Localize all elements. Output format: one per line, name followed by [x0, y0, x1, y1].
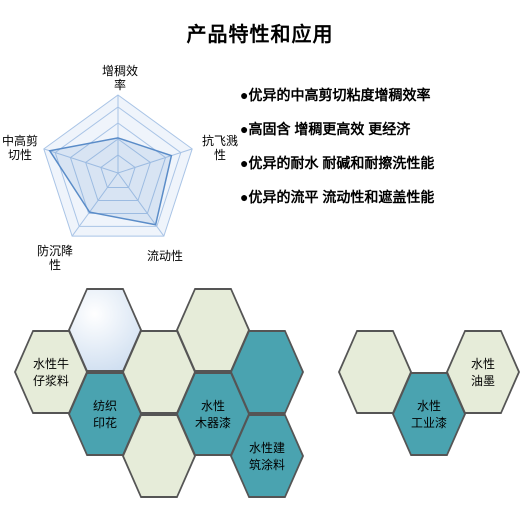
feature-bullets: ●优异的中高剪切粘度增稠效率 ●高固含 增稠更高效 更经济 ●优异的耐水 耐碱和耐擦…	[240, 65, 520, 285]
radar-axis-label: 防沉降性	[30, 245, 80, 273]
radar-axis-label: 抗飞溅性	[195, 135, 245, 163]
radar-axis-label: 中高剪切性	[0, 135, 45, 163]
feature-bullet: ●优异的中高剪切粘度增稠效率	[240, 85, 520, 105]
application-hex-cluster: 水性牛仔浆料纺织印花水性木器漆水性建筑涂料水性工业漆水性油墨	[0, 285, 520, 515]
radar-axis-label: 流动性	[140, 250, 190, 264]
feature-bullet: ●优异的耐水 耐碱和耐擦洗性能	[240, 153, 520, 173]
feature-bullet: ●优异的流平 流动性和遮盖性能	[240, 187, 520, 207]
radar-axis-label: 增稠效率	[95, 65, 145, 93]
radar-chart: 增稠效率抗飞溅性流动性防沉降性中高剪切性	[0, 65, 240, 285]
page-title: 产品特性和应用	[0, 0, 520, 47]
upper-section: 增稠效率抗飞溅性流动性 防沉降性 中高剪切性 ●优异的中高剪切粘度增稠效率 ●高固含 …	[0, 65, 520, 285]
feature-bullet: ●高固含 增稠更高效 更经济	[240, 119, 520, 139]
